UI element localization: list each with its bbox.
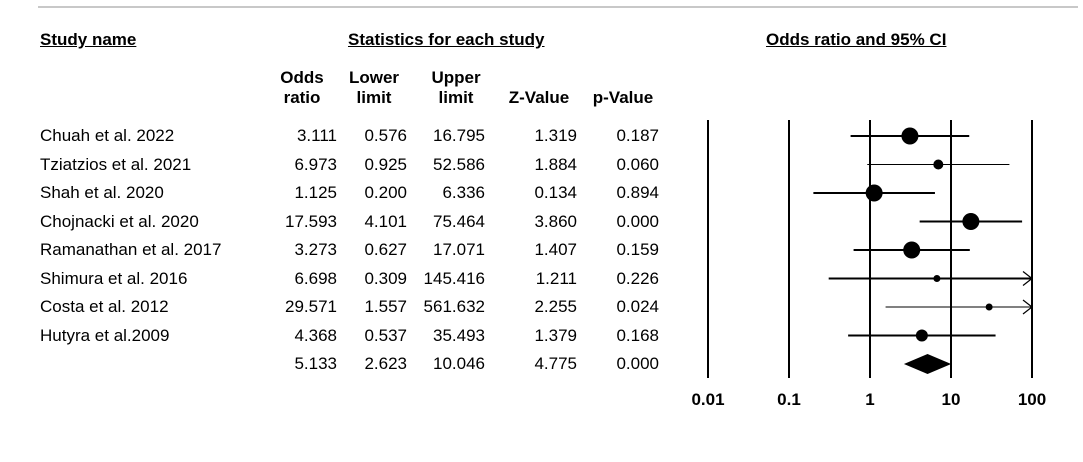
study-marker	[933, 159, 944, 170]
tick-label: 0.01	[691, 390, 724, 409]
col-header-line1: Odds	[280, 68, 324, 87]
z-value: 1.407	[534, 240, 577, 259]
upper-limit-value: 6.336	[442, 183, 485, 202]
col-header-odds-ratio: Odds ratio	[266, 68, 338, 108]
z-value: 0.134	[534, 183, 577, 202]
p-value: 0.159	[616, 240, 659, 259]
tick-label: 100	[1018, 390, 1046, 409]
z-value: 2.255	[534, 297, 577, 316]
tick-label: 1	[865, 390, 874, 409]
col-header-p-value: p-Value	[582, 68, 664, 108]
p-value: 0.168	[616, 325, 659, 345]
odds-ratio-value: 4.368	[294, 325, 337, 345]
odds-ratio-value: 6.973	[294, 154, 337, 174]
upper-limit-value: 17.071	[433, 240, 485, 259]
study-marker	[865, 184, 883, 202]
odds-ratio-value: 3.111	[296, 126, 337, 145]
col-header-line1: Lower	[348, 68, 400, 87]
col-header-line2: p-Value	[592, 88, 654, 107]
pooled-odds-ratio: 5.133	[294, 354, 337, 373]
col-header-line2: limit	[356, 88, 392, 107]
odds-ratio-value: 17.593	[285, 211, 337, 231]
p-value: 0.187	[616, 126, 659, 145]
study-marker	[962, 213, 980, 230]
upper-limit-value: 75.464	[433, 211, 485, 231]
z-value: 3.860	[534, 211, 577, 231]
lower-limit-value: 0.627	[364, 240, 407, 259]
study-name: Costa et al. 2012	[40, 297, 169, 316]
study-name: Ramanathan et al. 2017	[40, 240, 222, 259]
pooled-lower-limit: 2.623	[364, 354, 407, 373]
col-header-line1: Upper	[431, 68, 481, 87]
study-marker	[915, 329, 928, 342]
lower-limit-value: 0.200	[364, 183, 407, 202]
p-value: 0.024	[616, 297, 659, 316]
odds-ratio-value: 29.571	[285, 297, 337, 316]
tick-label: 0.1	[777, 390, 801, 409]
study-name: Shimura et al. 2016	[40, 268, 188, 288]
odds-ratio-value: 1.125	[294, 183, 337, 202]
study-name: Chuah et al. 2022	[40, 126, 175, 145]
ci-arrow	[1022, 299, 1033, 315]
study-name: Shah et al. 2020	[40, 183, 164, 202]
study-name-header: Study name	[40, 30, 137, 49]
lower-limit-value: 0.309	[364, 268, 407, 288]
study-marker	[901, 127, 919, 145]
lower-limit-value: 4.101	[364, 211, 407, 231]
plot-title: Odds ratio and 95% CI	[766, 30, 947, 49]
col-header-lower-limit: Lower limit	[338, 68, 410, 108]
study-marker	[903, 241, 921, 259]
col-header-line2: limit	[438, 88, 474, 107]
z-value: 1.211	[535, 268, 577, 288]
study-name: Chojnacki et al. 2020	[40, 211, 199, 231]
p-value: 0.000	[616, 211, 659, 231]
p-value: 0.060	[616, 154, 659, 174]
upper-limit-value: 561.632	[423, 297, 485, 316]
top-rule	[38, 6, 1078, 8]
upper-limit-value: 16.795	[433, 126, 485, 145]
tick-label: 10	[942, 390, 961, 409]
lower-limit-value: 0.537	[364, 325, 407, 345]
study-marker	[985, 303, 993, 311]
study-name: Hutyra et al.2009	[40, 325, 170, 345]
col-header-upper-limit: Upper limit	[418, 68, 494, 108]
z-value: 1.884	[534, 154, 577, 174]
pooled-diamond	[903, 354, 952, 374]
col-header-z-value: Z-Value	[496, 68, 582, 108]
upper-limit-value: 52.586	[433, 154, 485, 174]
lower-limit-value: 0.925	[364, 154, 407, 174]
upper-limit-value: 35.493	[433, 325, 485, 345]
lower-limit-value: 1.557	[364, 297, 407, 316]
pooled-z-value: 4.775	[534, 354, 577, 373]
odds-ratio-value: 3.273	[294, 240, 337, 259]
z-value: 1.319	[534, 126, 577, 145]
pooled-upper-limit: 10.046	[433, 354, 485, 373]
lower-limit-value: 0.576	[364, 126, 407, 145]
col-header-line2: Z-Value	[508, 88, 570, 107]
p-value: 0.226	[616, 268, 659, 288]
z-value: 1.379	[534, 325, 577, 345]
pooled-p-value: 0.000	[616, 354, 659, 373]
col-header-line2: ratio	[283, 88, 321, 107]
study-name: Tziatzios et al. 2021	[40, 154, 192, 174]
statistics-header: Statistics for each study	[348, 30, 545, 49]
study-marker	[933, 275, 941, 282]
odds-ratio-value: 6.698	[294, 268, 337, 288]
ci-arrow	[1022, 271, 1033, 286]
p-value: 0.894	[616, 183, 659, 202]
upper-limit-value: 145.416	[423, 268, 485, 288]
